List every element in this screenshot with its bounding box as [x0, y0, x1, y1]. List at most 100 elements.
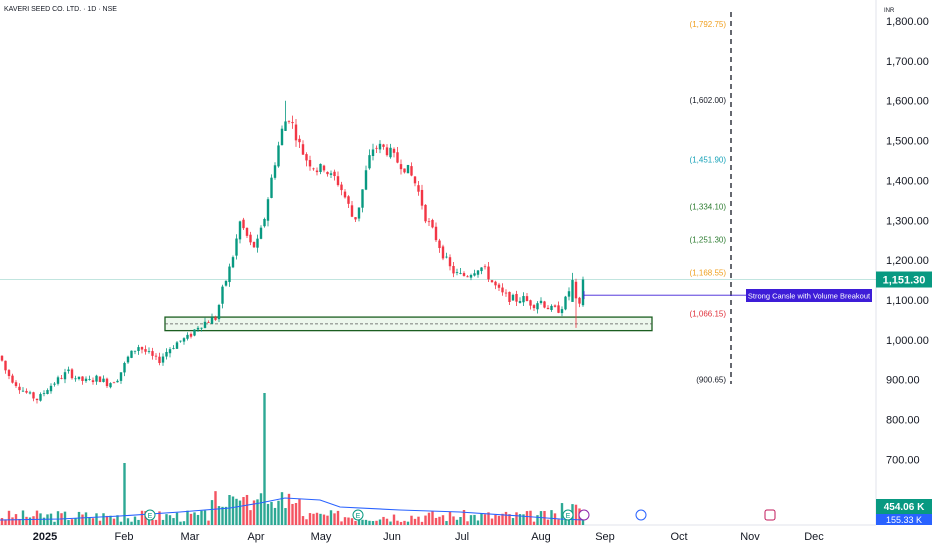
volume-bar	[158, 511, 161, 525]
y-tick-label: 800.00	[886, 415, 920, 427]
candle-body	[553, 305, 557, 307]
candle-body	[312, 168, 315, 170]
candle	[91, 377, 95, 385]
candle-body	[14, 382, 18, 386]
volume-bar	[340, 521, 343, 525]
candle	[126, 355, 130, 364]
candle	[581, 276, 585, 307]
volume-bar	[172, 518, 175, 525]
volume-bar	[487, 512, 490, 525]
candle-body	[518, 301, 522, 303]
candle	[525, 292, 529, 302]
candle	[340, 181, 343, 196]
candle	[147, 347, 151, 354]
volume-bar	[161, 519, 165, 525]
candle	[347, 195, 350, 209]
candle-body	[7, 370, 11, 377]
candle	[235, 234, 238, 260]
candle-body	[483, 266, 487, 268]
candle-body	[539, 300, 543, 304]
candle	[105, 377, 109, 388]
candle	[389, 143, 392, 159]
volume-bar	[126, 518, 130, 525]
symbol-title[interactable]: KAVERI SEED CO. LTD. · 1D · NSE	[4, 6, 117, 13]
candle	[95, 374, 98, 385]
volume-bar	[350, 518, 354, 525]
level-label: (1,602.00)	[690, 96, 727, 105]
candle	[424, 204, 427, 224]
candle	[161, 353, 165, 366]
candle	[245, 227, 249, 238]
volume-bar	[305, 519, 308, 525]
volume-bar	[231, 496, 235, 525]
candle	[354, 217, 357, 222]
candle	[109, 382, 112, 389]
volume-bar	[151, 519, 154, 525]
candle-body	[389, 147, 392, 158]
volume-bar	[221, 506, 224, 525]
volume-bar	[371, 521, 375, 525]
x-tick-label: Dec	[804, 531, 824, 543]
y-tick-label: 700.00	[886, 454, 920, 466]
candle-body	[329, 173, 333, 175]
candle-body	[189, 333, 193, 337]
candle	[487, 262, 490, 282]
candle	[196, 326, 200, 332]
volume-bar	[466, 521, 469, 525]
candle-body	[322, 165, 326, 171]
volume-bar	[560, 503, 564, 525]
y-tick-label: 1,600.00	[886, 96, 929, 108]
candle-body	[350, 205, 354, 217]
candle	[189, 332, 193, 339]
volume-bar	[445, 521, 448, 525]
volume-bar	[301, 516, 305, 525]
candle	[210, 313, 214, 324]
candle	[483, 264, 487, 270]
candle	[266, 197, 270, 227]
candle	[116, 379, 119, 383]
candle	[326, 171, 329, 177]
candle-body	[476, 270, 480, 275]
candle	[392, 147, 396, 158]
candle-body	[347, 196, 350, 204]
candle	[74, 375, 77, 382]
volume-bar	[21, 510, 25, 525]
volume-bar	[532, 521, 536, 525]
y-tick-label: 1,100.00	[886, 295, 929, 307]
candle	[42, 390, 46, 397]
candle-body	[172, 347, 175, 349]
volume-bar	[417, 516, 420, 525]
volume-bar	[501, 513, 504, 525]
volume-bar	[67, 520, 70, 525]
volume-bar	[473, 514, 476, 525]
candle	[224, 280, 228, 287]
candle	[203, 317, 207, 329]
candle-body	[298, 138, 301, 143]
candle	[287, 120, 291, 124]
candle-body	[81, 376, 84, 381]
candle	[319, 163, 322, 175]
volume-bar	[333, 513, 336, 525]
candle-body	[452, 266, 455, 274]
volume-bar	[137, 519, 140, 525]
volume-bar	[84, 512, 88, 525]
volume-bar	[480, 513, 483, 525]
volume-bar	[343, 517, 347, 525]
candle-body	[252, 241, 256, 248]
volume-bar	[476, 520, 480, 525]
candle-body	[396, 152, 399, 163]
volume-bar	[497, 515, 501, 525]
candle	[130, 350, 133, 359]
candle-body	[343, 191, 347, 198]
volume-bar	[326, 515, 329, 525]
candle	[63, 368, 67, 384]
candle-body	[84, 378, 88, 382]
candle	[221, 284, 224, 309]
candle-body	[231, 257, 235, 268]
candle-body	[11, 375, 14, 383]
candle	[522, 292, 525, 307]
last-price-label: 1,151.30	[883, 275, 926, 287]
volume-ma-badge	[876, 514, 932, 525]
